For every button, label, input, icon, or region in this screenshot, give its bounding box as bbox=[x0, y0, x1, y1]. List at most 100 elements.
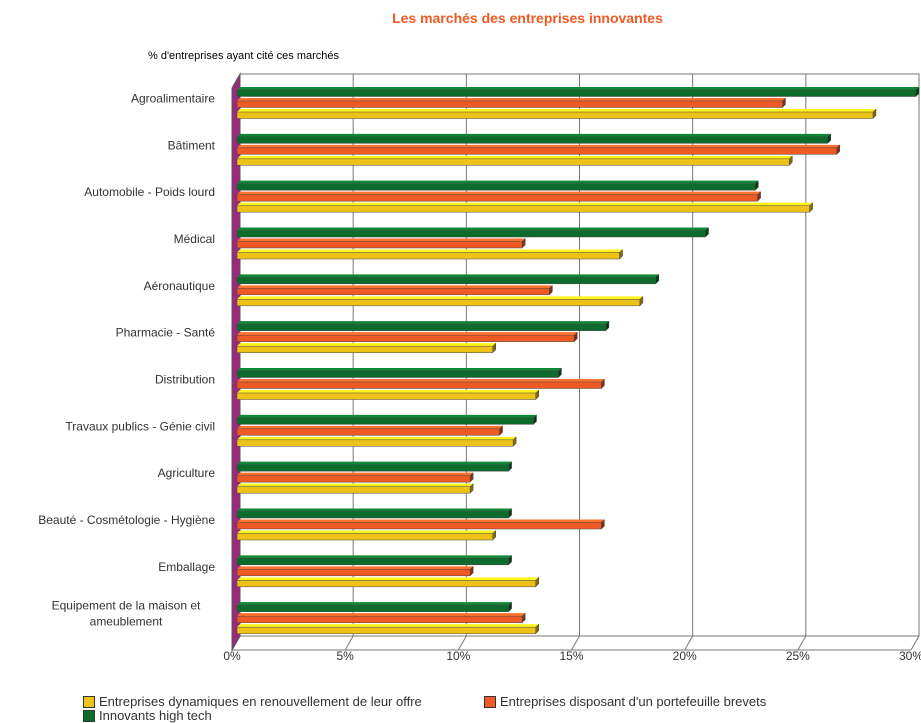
series-dynamiques-bar bbox=[236, 205, 810, 213]
chart-title: Les marchés des entreprises innovantes bbox=[392, 10, 663, 26]
x-tick-label: 15% bbox=[559, 649, 583, 663]
series-dynamiques-bar-top bbox=[237, 624, 539, 628]
x-tick-label: 10% bbox=[446, 649, 470, 663]
category-label: Agroalimentaire bbox=[131, 91, 215, 105]
series-high-tech-bar bbox=[236, 511, 509, 519]
series-dynamiques-bar bbox=[236, 111, 874, 119]
series-dynamiques-bar bbox=[236, 533, 494, 541]
series-dynamiques-bar-top bbox=[237, 296, 643, 300]
series-brevets-bar bbox=[236, 241, 523, 249]
series-dynamiques-bar-top bbox=[237, 202, 813, 206]
series-brevets-bar bbox=[236, 194, 758, 202]
series-high-tech-bar bbox=[236, 558, 509, 566]
series-dynamiques-bar bbox=[236, 345, 494, 353]
series-brevets-bar-top bbox=[237, 379, 605, 382]
series-high-tech-bar bbox=[236, 464, 509, 472]
series-high-tech-bar-top bbox=[237, 602, 512, 606]
series-high-tech-bar bbox=[236, 89, 917, 97]
series-high-tech-bar bbox=[236, 183, 756, 191]
floor-gridline bbox=[910, 635, 920, 651]
series-dynamiques-bar-top bbox=[237, 530, 496, 534]
legend-label-dynamiques: Entreprises dynamiques en renouvellement… bbox=[99, 694, 422, 709]
series-dynamiques-bar bbox=[236, 392, 537, 400]
series-high-tech-bar-top bbox=[237, 508, 512, 512]
side-wall bbox=[231, 72, 241, 652]
y-axis-title: % d'entreprises ayant cité ces marchés bbox=[148, 50, 340, 62]
series-high-tech-bar-top bbox=[237, 321, 609, 325]
series-brevets-bar bbox=[236, 522, 602, 530]
legend-swatch-high-tech bbox=[83, 709, 95, 722]
series-dynamiques-bar bbox=[236, 299, 641, 307]
series-brevets-bar bbox=[236, 147, 838, 155]
series-brevets-bar-top bbox=[237, 191, 761, 195]
series-brevets-bar bbox=[236, 428, 500, 436]
floor-gridline bbox=[684, 635, 694, 651]
legend-swatch-brevets bbox=[484, 695, 496, 708]
series-brevets-bar-top bbox=[237, 144, 840, 148]
category-label: Pharmacie - Santé bbox=[116, 326, 216, 340]
series-high-tech-bar bbox=[236, 136, 828, 144]
series-brevets-bar-top bbox=[237, 332, 578, 336]
series-brevets-bar-top bbox=[237, 425, 503, 429]
floor-gridline bbox=[344, 635, 354, 651]
series-dynamiques-bar-top bbox=[237, 109, 876, 112]
floor-gridline bbox=[797, 635, 807, 651]
series-brevets-bar-top bbox=[237, 613, 526, 617]
series-high-tech-bar bbox=[236, 323, 607, 331]
series-brevets-bar-top bbox=[237, 238, 526, 242]
series-brevets-bar bbox=[236, 288, 550, 296]
series-high-tech-bar-top bbox=[237, 555, 512, 559]
category-label: Médical bbox=[174, 232, 215, 246]
series-brevets-bar-top bbox=[237, 98, 786, 101]
category-label: Emballage bbox=[158, 560, 215, 574]
series-high-tech-bar bbox=[236, 230, 706, 238]
x-tick-label: 25% bbox=[786, 649, 810, 663]
x-tick-label: 20% bbox=[673, 649, 697, 663]
bar-chart: 0% 5% 10% 15% 20% 25% 30% Agroalimentaire Bâtime… bbox=[38, 72, 921, 663]
series-dynamiques-bar-top bbox=[237, 343, 496, 347]
category-label: Distribution bbox=[155, 372, 215, 386]
series-high-tech-bar-top bbox=[237, 274, 659, 278]
series-brevets-bar bbox=[236, 100, 783, 108]
category-label: Aéronautique bbox=[144, 279, 216, 293]
legend-label-high-tech: Innovants high tech bbox=[99, 708, 212, 723]
series-high-tech-bar bbox=[236, 417, 534, 425]
series-brevets-bar-top bbox=[237, 566, 474, 570]
category-label: Beauté - Cosmétologie - Hygiène bbox=[38, 513, 215, 527]
category-label: Travaux publics - Génie civil bbox=[65, 419, 215, 433]
series-dynamiques-bar-top bbox=[237, 483, 474, 487]
series-brevets-bar-top bbox=[237, 519, 605, 523]
series-dynamiques-bar bbox=[236, 252, 620, 260]
x-tick-label: 0% bbox=[223, 649, 241, 663]
series-high-tech-bar bbox=[236, 604, 509, 612]
x-tick-label: 5% bbox=[336, 649, 354, 663]
series-brevets-bar bbox=[236, 381, 602, 389]
legend-item-brevets: Entreprises disposant d'un portefeuille … bbox=[484, 694, 766, 709]
series-dynamiques-bar bbox=[236, 580, 537, 588]
series-dynamiques-bar-top bbox=[237, 249, 623, 253]
series-brevets-bar-top bbox=[237, 285, 553, 289]
category-label: Automobile - Poids lourd bbox=[84, 185, 215, 199]
floor-gridline bbox=[571, 635, 580, 651]
series-brevets-bar-top bbox=[237, 472, 474, 476]
series-high-tech-bar-top bbox=[237, 87, 919, 90]
series-high-tech-bar-top bbox=[237, 461, 512, 465]
series-high-tech-bar-top bbox=[237, 227, 709, 231]
x-tick-label: 30% bbox=[899, 649, 921, 663]
series-brevets-bar bbox=[236, 569, 471, 577]
category-label: Equipement de la maison et ameublement bbox=[52, 599, 201, 629]
category-label: Bâtiment bbox=[168, 138, 216, 152]
series-high-tech-bar-top bbox=[237, 180, 759, 184]
legend-item-dynamiques: Entreprises dynamiques en renouvellement… bbox=[83, 694, 422, 709]
series-high-tech-bar-top bbox=[237, 133, 831, 137]
legend-item-high-tech: Innovants high tech bbox=[83, 708, 212, 723]
series-high-tech-bar-top bbox=[237, 414, 537, 418]
series-dynamiques-bar-top bbox=[237, 436, 517, 440]
series-brevets-bar bbox=[236, 334, 575, 342]
series-brevets-bar bbox=[236, 615, 523, 623]
series-dynamiques-bar-top bbox=[237, 577, 539, 581]
series-dynamiques-bar bbox=[236, 626, 537, 634]
series-high-tech-bar bbox=[236, 277, 656, 285]
series-dynamiques-bar-top bbox=[237, 155, 793, 159]
series-dynamiques-bar bbox=[236, 486, 471, 494]
